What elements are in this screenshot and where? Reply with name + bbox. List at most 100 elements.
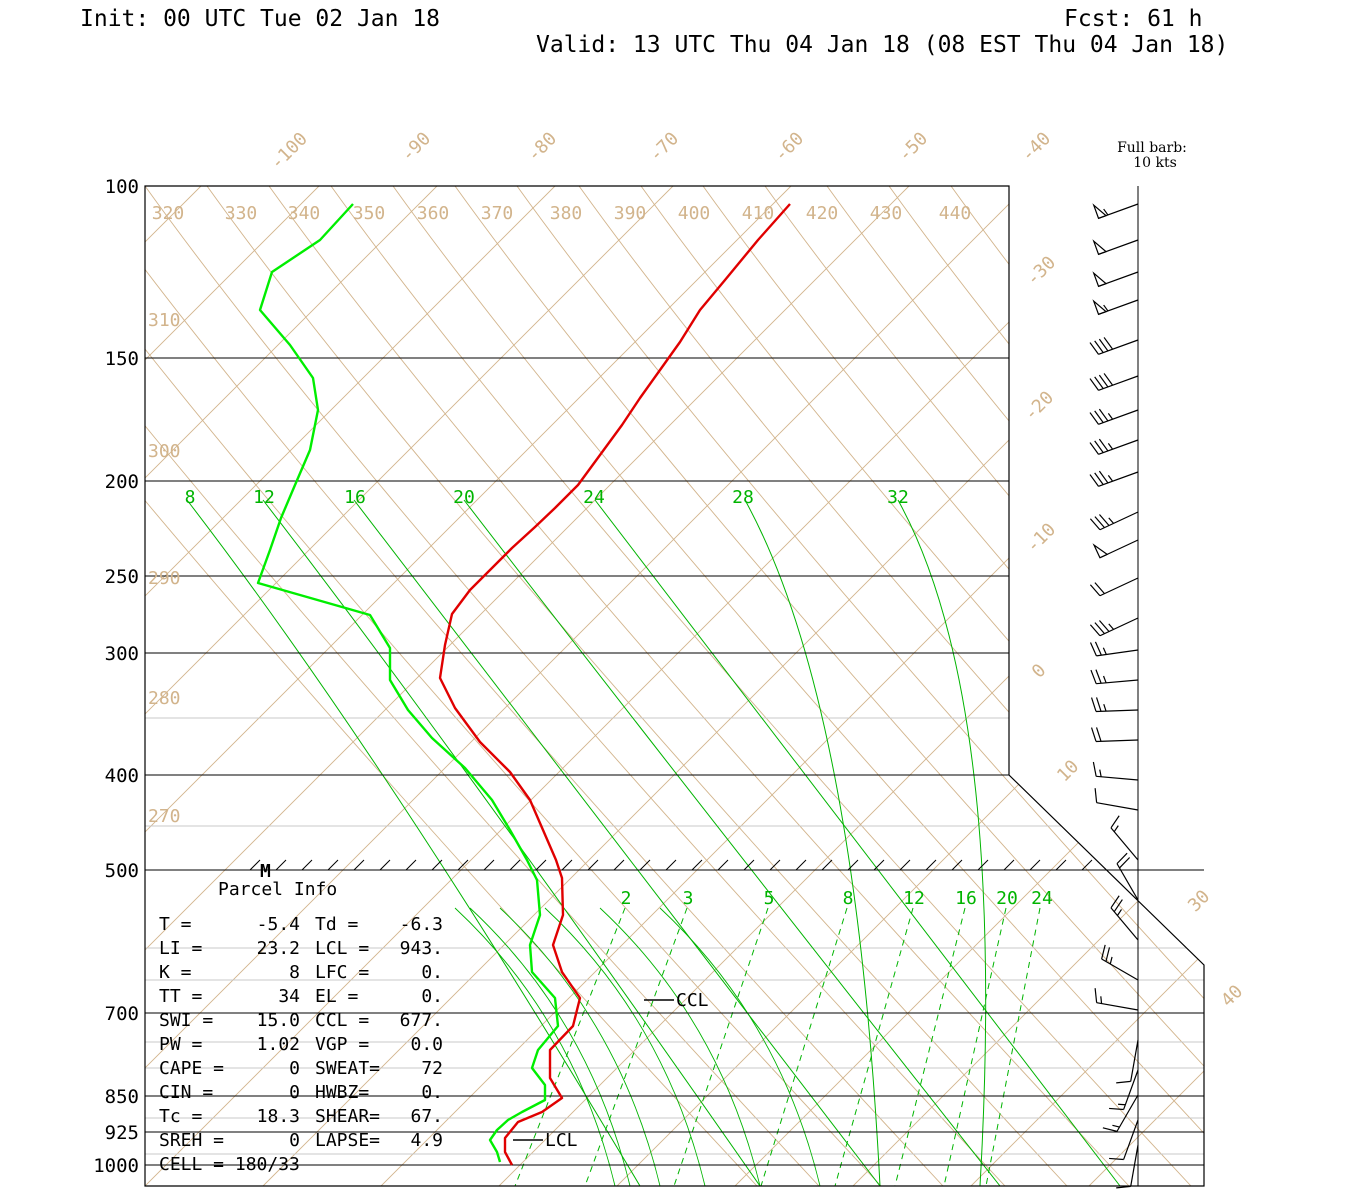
- barb-half-flag: [1103, 208, 1109, 216]
- dry-adiabat-line: [1136, 186, 1204, 1186]
- isotherm-label: 10: [1053, 756, 1083, 786]
- wind-barb: [1092, 239, 1139, 256]
- wind-barbs: [1089, 203, 1139, 1189]
- dry-adiabat-line: [578, 186, 1204, 1186]
- hatch-mark: [795, 859, 807, 871]
- ccl-label: CCL: [676, 990, 709, 1011]
- isotherm-line: [380, 186, 1204, 1186]
- parcel-param-label: T =: [159, 914, 192, 935]
- wind-barb: [1089, 617, 1139, 637]
- barb-pennant: [1092, 203, 1108, 220]
- barb-staff: [1096, 649, 1139, 657]
- parcel-param-value: 72: [421, 1058, 443, 1079]
- parcel-param-value: 1.02: [257, 1034, 300, 1055]
- isotherm-label: 0: [1028, 660, 1051, 683]
- isotherm-line: [498, 186, 1204, 1186]
- dry-adiabat-line: [145, 186, 758, 1186]
- isotherm-line: [970, 186, 1204, 1186]
- wind-barb: [1089, 511, 1139, 531]
- barb-staff: [1116, 863, 1139, 901]
- mixing-ratio-dash: [894, 907, 966, 1187]
- pressure-label: 850: [105, 1086, 139, 1108]
- barb-flag: [1098, 338, 1109, 352]
- barb-flag: [1089, 342, 1100, 355]
- theta-label: 400: [678, 203, 711, 224]
- mixing-ratio-label: 20: [996, 888, 1018, 909]
- mixing-ratio-dash: [514, 907, 626, 1187]
- mixing-ratio-label: 20: [453, 487, 475, 508]
- barb-half-flag: [1108, 517, 1114, 524]
- barb-flag: [1089, 642, 1097, 657]
- wind-barb: [1094, 988, 1139, 1011]
- mixing-ratio-label: 16: [344, 487, 366, 508]
- barb-staff: [1099, 511, 1139, 531]
- hatch-mark: [899, 859, 911, 871]
- barb-flag: [1094, 622, 1105, 635]
- mixing-ratio-curve: [744, 499, 881, 1187]
- parcel-param-label: CAPE =: [159, 1058, 224, 1079]
- parcel-param-label: Td =: [315, 914, 359, 935]
- mixing-ratio-label: 24: [583, 487, 605, 508]
- isotherm-label: -20: [1020, 387, 1058, 425]
- isotherm-line: [145, 186, 438, 1186]
- hatch-mark: [509, 859, 521, 871]
- parcel-info-title: Parcel Info: [218, 879, 337, 900]
- isotherm-line: [145, 186, 1146, 1186]
- mixing-ratio-dash: [584, 907, 688, 1187]
- hatch-mark: [977, 859, 989, 871]
- barb-flag: [1089, 474, 1100, 487]
- hatch-mark: [327, 859, 339, 871]
- pressure-label: 925: [105, 1122, 139, 1144]
- parcel-param-label: K =: [159, 962, 192, 983]
- mixing-ratio-curve: [463, 499, 1001, 1187]
- pressure-label: 150: [105, 348, 139, 370]
- barb-legend-line1: Full barb:: [1117, 140, 1187, 156]
- parcel-param-value: 0: [289, 1130, 300, 1151]
- wind-barb: [1089, 408, 1139, 425]
- barb-staff: [1101, 958, 1139, 981]
- barb-flag: [1116, 1080, 1131, 1084]
- barb-flag: [1089, 624, 1101, 637]
- wind-barb: [1109, 1069, 1139, 1111]
- dry-adiabat-line: [145, 186, 944, 1186]
- barb-flag: [1089, 584, 1101, 597]
- parcel-param-label: CCL =: [315, 1010, 369, 1031]
- parcel-param-label: VGP =: [315, 1034, 369, 1055]
- parcel-param-value: 0.0: [410, 1034, 443, 1055]
- barb-flag: [1101, 944, 1106, 960]
- parcel-param-label: LFC =: [315, 962, 369, 983]
- mixing-ratio-label: 8: [843, 888, 854, 909]
- theta-label: 430: [870, 203, 903, 224]
- hatch-mark: [847, 859, 859, 871]
- wind-barb: [1110, 895, 1139, 941]
- wind-barb: [1116, 1039, 1139, 1084]
- theta-label: 410: [742, 203, 775, 224]
- wind-barb: [1092, 271, 1139, 288]
- barb-half-flag: [1109, 956, 1113, 965]
- mixing-ratio-dash: [834, 907, 914, 1187]
- wind-barb: [1092, 539, 1139, 559]
- isotherm-label: -60: [770, 128, 808, 166]
- barb-flag: [1109, 1107, 1124, 1111]
- theta-label: 390: [614, 203, 647, 224]
- dry-adiabat-line: [1012, 186, 1204, 1186]
- parcel-param-value: 8: [289, 962, 300, 983]
- barb-flag: [1089, 378, 1100, 391]
- moist-adiabat-line: [599, 907, 761, 1187]
- isotherm-label: -10: [1022, 519, 1060, 557]
- wind-barb: [1116, 852, 1139, 901]
- isotherm-label: -100: [266, 128, 312, 174]
- hatch-mark: [301, 859, 313, 871]
- isotherm-line: [145, 186, 320, 1186]
- dry-adiabat-line: [392, 186, 1204, 1186]
- pressure-label: 500: [105, 860, 139, 882]
- barb-flag: [1105, 947, 1111, 962]
- barb-flag: [1089, 442, 1100, 455]
- parcel-param-value: 943.: [400, 938, 443, 959]
- hatch-mark: [691, 859, 703, 871]
- theta-label: 440: [939, 203, 972, 224]
- wind-barb: [1092, 761, 1139, 781]
- dry-adiabat-line: [1261, 186, 1350, 1186]
- barb-pennant: [1092, 271, 1108, 288]
- theta-label: 280: [148, 688, 181, 709]
